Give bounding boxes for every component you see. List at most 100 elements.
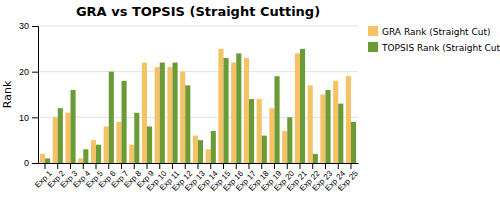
bar	[320, 95, 325, 164]
tick-mark	[32, 72, 38, 73]
tick: 20	[19, 67, 38, 77]
axis-line	[32, 27, 39, 164]
bar	[109, 72, 114, 163]
series	[45, 49, 356, 163]
tick-mark	[57, 163, 58, 169]
legend-item: GRA Rank (Straight Cut)	[368, 26, 491, 37]
bar	[78, 158, 83, 163]
bar	[142, 63, 147, 163]
y-axis: 0 10 20 30	[19, 21, 39, 168]
bar	[122, 81, 127, 163]
tick-mark	[108, 163, 109, 169]
bar	[116, 122, 121, 163]
tick-label: Exp 25	[336, 169, 360, 193]
tick-mark	[147, 163, 148, 169]
series	[40, 49, 351, 163]
tick-mark	[185, 163, 186, 169]
grid-line	[38, 71, 358, 72]
tick-mark	[210, 163, 211, 169]
bar	[198, 140, 203, 163]
tick-mark	[350, 163, 351, 169]
bar	[40, 154, 45, 163]
tick-mark	[96, 163, 97, 169]
tick-mark	[121, 163, 122, 169]
bar	[295, 53, 300, 163]
bar	[65, 113, 70, 163]
tick: 30	[19, 21, 38, 31]
bar	[287, 117, 292, 163]
bar	[300, 49, 305, 163]
legend-swatch	[368, 26, 378, 36]
legend-item: TOPSIS Rank (Straight Cut)	[368, 42, 500, 53]
tick: 0	[24, 158, 38, 168]
grid	[38, 26, 358, 163]
bar	[206, 149, 211, 163]
tick-label: 20	[19, 67, 29, 77]
bar	[104, 126, 109, 163]
tick-mark	[312, 163, 313, 169]
tick-mark	[32, 26, 38, 27]
title: GRA vs TOPSIS (Straight Cutting)	[76, 4, 320, 19]
tick-mark	[45, 163, 46, 169]
legend: GRA Rank (Straight Cut) TOPSIS Rank (Stra…	[368, 26, 500, 53]
bar	[147, 126, 152, 163]
y-axis-title: Rank	[1, 80, 14, 108]
tick-mark	[70, 163, 71, 169]
bar	[249, 99, 254, 163]
bar	[167, 67, 172, 163]
tick-mark	[32, 117, 38, 118]
bar	[338, 104, 343, 163]
bar	[333, 81, 338, 163]
bar	[185, 85, 190, 163]
tick-mark	[32, 163, 38, 164]
bar	[193, 136, 198, 163]
chart: 0 10 20 30 Exp 1Exp 2Exp 3Exp 4Exp 5Exp 6Exp…	[0, 0, 500, 197]
x-axis: Exp 1Exp 2Exp 3Exp 4Exp 5Exp 6Exp 7Exp 8…	[33, 163, 360, 193]
bar	[231, 63, 236, 163]
tick-label: 0	[24, 158, 29, 168]
bar	[53, 117, 58, 163]
tick-mark	[236, 163, 237, 169]
bar	[180, 72, 185, 163]
tick-mark	[159, 163, 160, 169]
tick-label: 30	[19, 21, 29, 31]
bar	[155, 67, 160, 163]
bar	[325, 90, 330, 163]
bar	[160, 63, 165, 163]
tick-mark	[274, 163, 275, 169]
tick-mark	[325, 163, 326, 169]
bar	[71, 90, 76, 163]
bars	[40, 49, 356, 163]
tick-mark	[134, 163, 135, 169]
bar	[129, 145, 134, 163]
tick-mark	[287, 163, 288, 169]
tick-mark	[299, 163, 300, 169]
tick-mark	[223, 163, 224, 169]
tick-mark	[248, 163, 249, 169]
tick-label: 10	[19, 113, 29, 123]
bar	[223, 58, 228, 163]
tick: 10	[19, 113, 38, 123]
bar	[96, 145, 101, 163]
legend-label: TOPSIS Rank (Straight Cut)	[381, 43, 500, 53]
bar	[257, 99, 262, 163]
tick-mark	[83, 163, 84, 169]
bar	[269, 108, 274, 163]
bar	[346, 76, 351, 163]
tick: Exp 25	[336, 163, 360, 193]
legend-label: GRA Rank (Straight Cut)	[382, 27, 491, 37]
bar	[91, 140, 96, 163]
tick-mark	[338, 163, 339, 169]
bar	[134, 113, 139, 163]
bar	[83, 149, 88, 163]
plot: 0 10 20 30 Exp 1Exp 2Exp 3Exp 4Exp 5Exp 6Exp…	[19, 21, 360, 193]
bar	[218, 49, 223, 163]
grid-line	[38, 26, 358, 27]
bar	[282, 131, 287, 163]
bar	[236, 53, 241, 163]
tick-mark	[172, 163, 173, 169]
bar	[308, 85, 313, 163]
bar	[244, 58, 249, 163]
bar	[313, 154, 318, 163]
bar	[262, 136, 267, 163]
